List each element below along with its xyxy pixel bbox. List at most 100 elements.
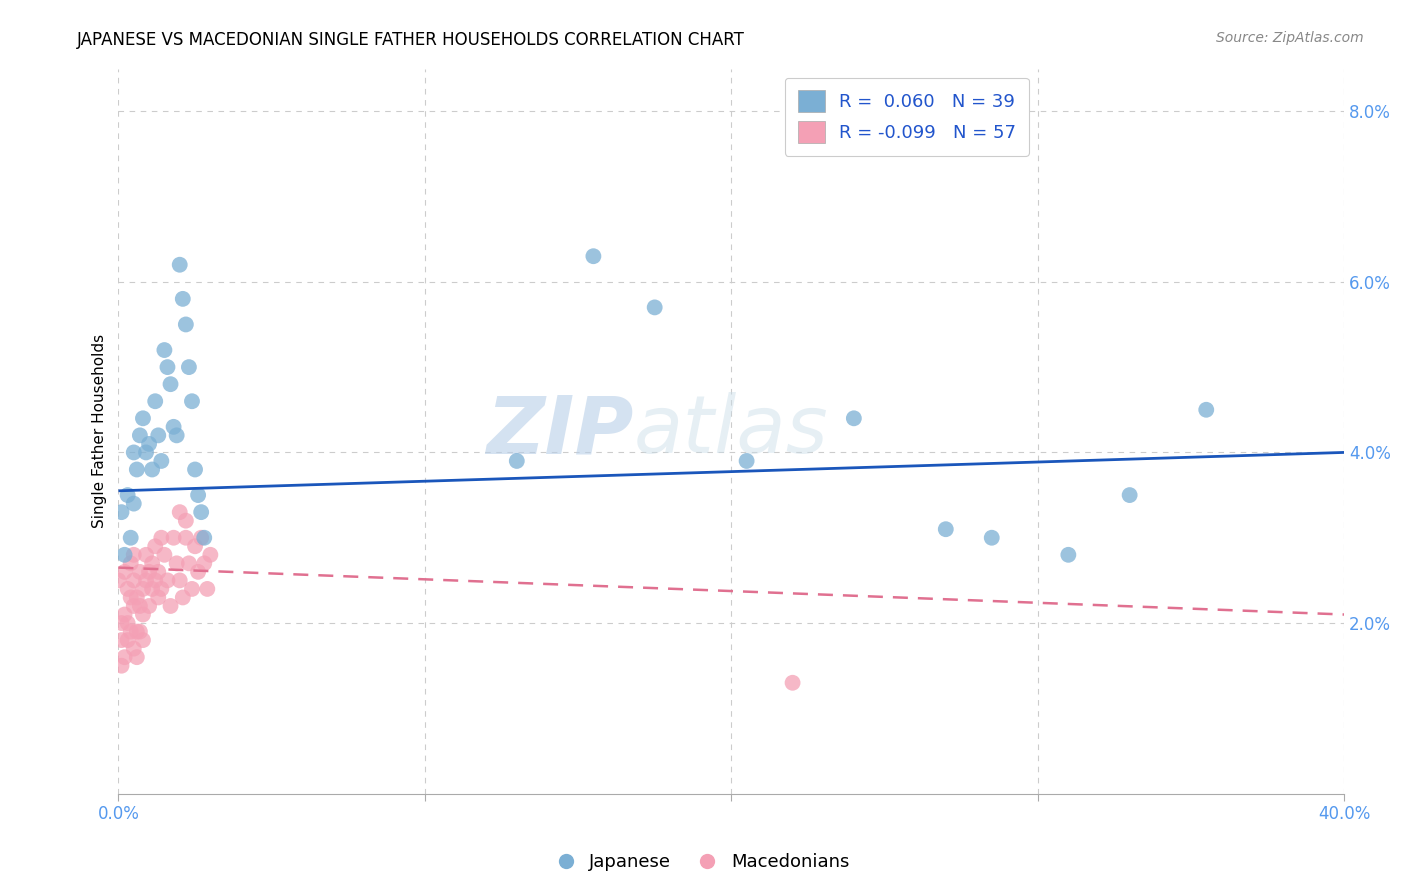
- Point: [1057, 548, 1080, 562]
- Point: [132, 633, 155, 648]
- Point: [114, 548, 136, 562]
- Point: [122, 574, 145, 588]
- Point: [120, 591, 142, 605]
- Point: [150, 454, 173, 468]
- Point: [159, 377, 181, 392]
- Point: [506, 454, 529, 468]
- Point: [782, 675, 804, 690]
- Point: [153, 343, 176, 357]
- Point: [980, 531, 1002, 545]
- Point: [117, 488, 139, 502]
- Point: [200, 548, 222, 562]
- Point: [190, 505, 212, 519]
- Point: [172, 591, 194, 605]
- Point: [117, 633, 139, 648]
- Point: [110, 633, 132, 648]
- Point: [122, 445, 145, 459]
- Y-axis label: Single Father Households: Single Father Households: [93, 334, 107, 528]
- Point: [166, 557, 188, 571]
- Point: [135, 548, 157, 562]
- Point: [150, 531, 173, 545]
- Point: [128, 565, 150, 579]
- Point: [132, 582, 155, 596]
- Point: [169, 258, 191, 272]
- Point: [141, 462, 163, 476]
- Point: [162, 420, 184, 434]
- Point: [143, 574, 166, 588]
- Point: [138, 599, 160, 613]
- Point: [128, 599, 150, 613]
- Point: [169, 505, 191, 519]
- Point: [148, 565, 170, 579]
- Point: [125, 462, 148, 476]
- Point: [110, 615, 132, 630]
- Point: [193, 557, 215, 571]
- Point: [114, 607, 136, 622]
- Point: [156, 574, 179, 588]
- Point: [150, 582, 173, 596]
- Point: [143, 539, 166, 553]
- Point: [162, 531, 184, 545]
- Point: [128, 624, 150, 639]
- Point: [110, 505, 132, 519]
- Point: [159, 599, 181, 613]
- Point: [169, 574, 191, 588]
- Point: [190, 531, 212, 545]
- Point: [125, 624, 148, 639]
- Point: [177, 360, 200, 375]
- Point: [117, 615, 139, 630]
- Point: [138, 565, 160, 579]
- Text: Source: ZipAtlas.com: Source: ZipAtlas.com: [1216, 31, 1364, 45]
- Point: [148, 591, 170, 605]
- Point: [184, 462, 207, 476]
- Point: [114, 565, 136, 579]
- Point: [120, 531, 142, 545]
- Point: [141, 582, 163, 596]
- Point: [193, 531, 215, 545]
- Point: [125, 650, 148, 665]
- Point: [174, 318, 197, 332]
- Point: [166, 428, 188, 442]
- Point: [117, 582, 139, 596]
- Point: [132, 607, 155, 622]
- Point: [181, 582, 204, 596]
- Point: [107, 574, 129, 588]
- Point: [128, 428, 150, 442]
- Point: [122, 641, 145, 656]
- Point: [195, 582, 218, 596]
- Point: [156, 360, 179, 375]
- Point: [122, 599, 145, 613]
- Point: [143, 394, 166, 409]
- Point: [122, 548, 145, 562]
- Point: [187, 565, 209, 579]
- Text: ZIP: ZIP: [486, 392, 633, 470]
- Point: [842, 411, 865, 425]
- Point: [1118, 488, 1140, 502]
- Text: JAPANESE VS MACEDONIAN SINGLE FATHER HOUSEHOLDS CORRELATION CHART: JAPANESE VS MACEDONIAN SINGLE FATHER HOU…: [77, 31, 745, 49]
- Point: [135, 574, 157, 588]
- Point: [114, 650, 136, 665]
- Point: [135, 445, 157, 459]
- Point: [110, 658, 132, 673]
- Point: [181, 394, 204, 409]
- Point: [187, 488, 209, 502]
- Point: [582, 249, 605, 263]
- Point: [122, 497, 145, 511]
- Point: [184, 539, 207, 553]
- Point: [141, 557, 163, 571]
- Point: [735, 454, 758, 468]
- Point: [174, 514, 197, 528]
- Point: [644, 301, 666, 315]
- Point: [1195, 402, 1218, 417]
- Point: [177, 557, 200, 571]
- Point: [120, 557, 142, 571]
- Point: [132, 411, 155, 425]
- Legend: Japanese, Macedonians: Japanese, Macedonians: [550, 847, 856, 879]
- Point: [935, 522, 957, 536]
- Point: [125, 591, 148, 605]
- Point: [153, 548, 176, 562]
- Point: [172, 292, 194, 306]
- Point: [174, 531, 197, 545]
- Legend: R =  0.060   N = 39, R = -0.099   N = 57: R = 0.060 N = 39, R = -0.099 N = 57: [785, 78, 1029, 156]
- Point: [138, 437, 160, 451]
